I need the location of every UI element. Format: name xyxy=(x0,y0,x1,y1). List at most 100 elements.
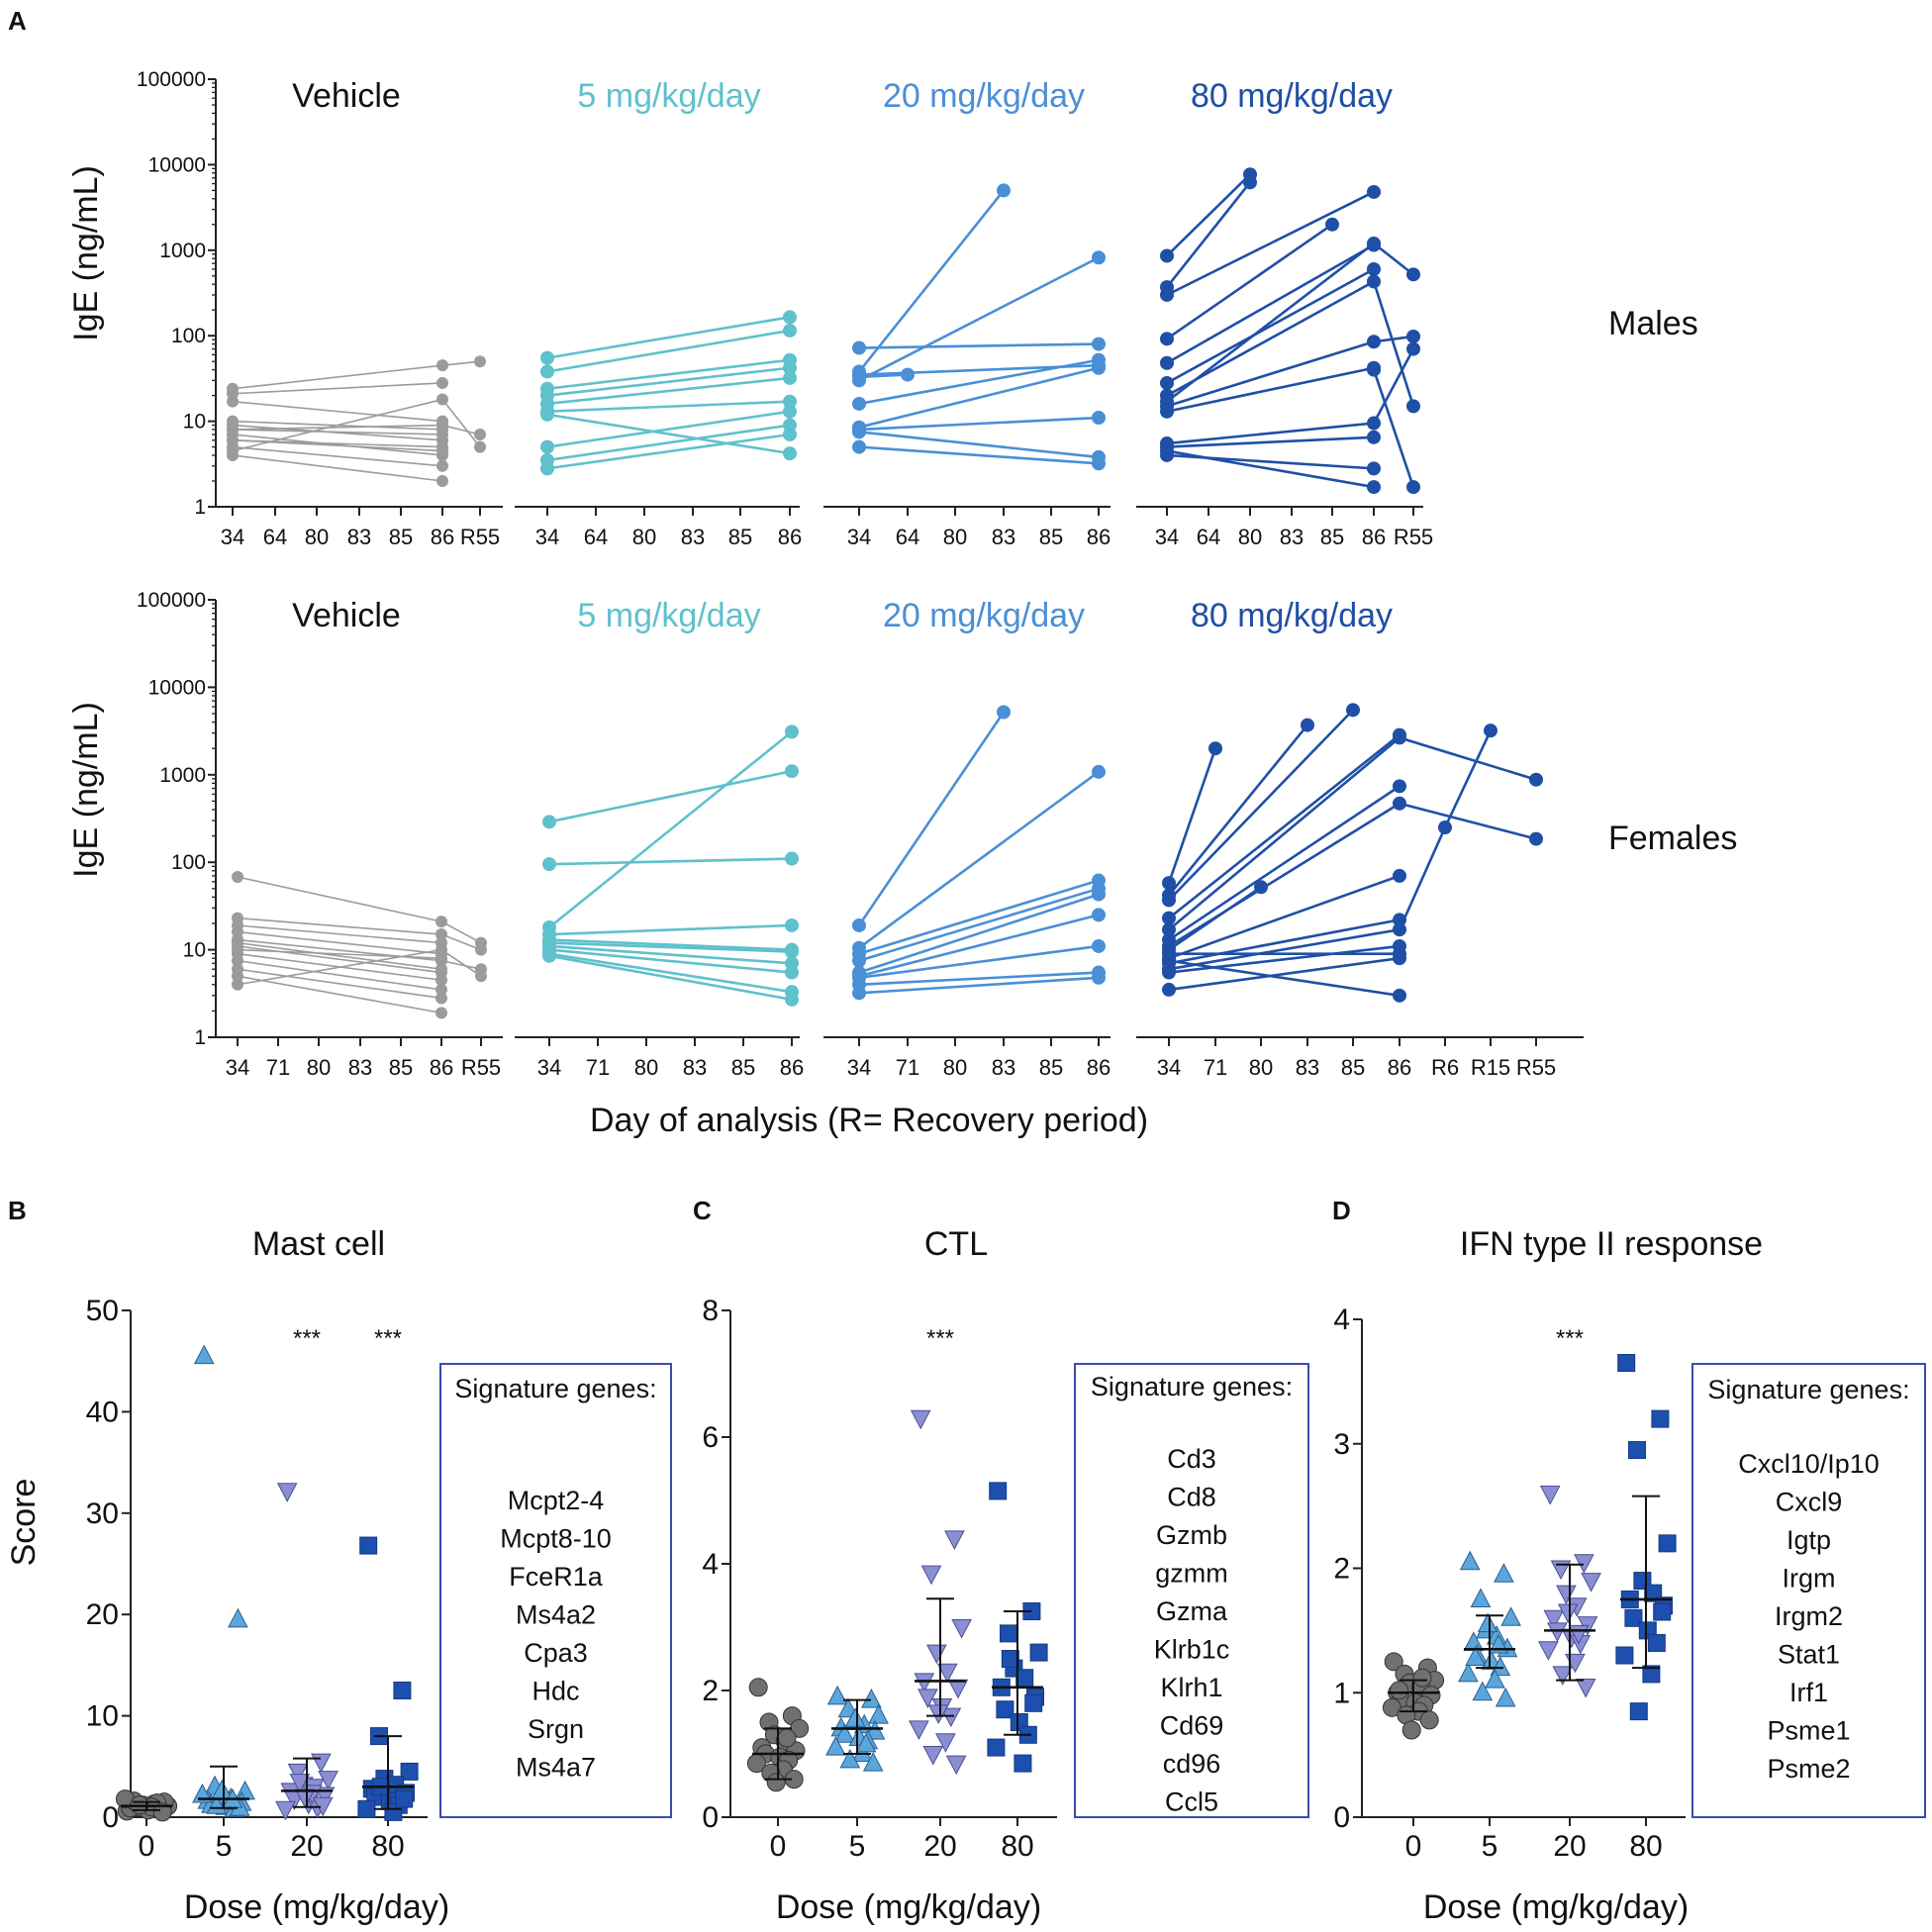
panel-title: 5 mg/kg/day xyxy=(577,597,760,634)
data-point xyxy=(852,396,866,411)
data-point xyxy=(232,954,243,967)
score-point-square xyxy=(1629,1702,1648,1721)
subject-line xyxy=(1168,944,1401,974)
panel-letter-d: D xyxy=(1332,1196,1351,1225)
y-tick-label: 20 xyxy=(86,1598,119,1631)
score-point-triangle-up xyxy=(868,1704,889,1724)
panel-letter-a: A xyxy=(8,6,27,36)
score-point-triangle-down xyxy=(1543,1609,1565,1630)
data-point xyxy=(1406,341,1420,356)
panel-letter-c: C xyxy=(693,1196,712,1225)
y-tick-label: 10 xyxy=(183,939,206,962)
y-tick-label: 10 xyxy=(86,1700,119,1733)
score-point-triangle-up xyxy=(862,1752,884,1772)
data-point xyxy=(1367,236,1381,250)
score-group-20 xyxy=(1538,1486,1601,1698)
subject-line xyxy=(548,938,793,951)
score-point-square xyxy=(1624,1608,1643,1627)
data-point xyxy=(785,724,799,739)
x-tick-label: 85 xyxy=(389,525,413,549)
data-point xyxy=(1393,922,1406,937)
signature-gene: Klrb1c xyxy=(1154,1635,1230,1665)
data-point xyxy=(783,370,797,385)
score-point-square xyxy=(996,1700,1014,1719)
x-tick-label: 83 xyxy=(1280,525,1304,549)
row-label-males: Males xyxy=(1608,305,1698,342)
signature-gene: FceR1a xyxy=(509,1562,604,1592)
data-point xyxy=(436,459,448,472)
y-tick-label: 50 xyxy=(86,1295,119,1327)
x-tick-label: 85 xyxy=(389,1055,413,1080)
subject-line xyxy=(232,438,443,452)
y-tick-label: 0 xyxy=(702,1801,719,1834)
subject-line xyxy=(858,416,1100,432)
x-tick-label: R55 xyxy=(461,1055,501,1080)
y-tick-label: 100 xyxy=(171,325,206,347)
subject-line xyxy=(1166,243,1375,364)
score-point-triangle-up xyxy=(235,1780,255,1800)
panel-title: 5 mg/kg/day xyxy=(577,77,760,115)
x-tick-label: 0 xyxy=(139,1830,155,1863)
score-point-circle xyxy=(1412,1668,1432,1688)
subject-line xyxy=(857,711,1006,926)
x-tick-label: 83 xyxy=(347,525,371,549)
data-point xyxy=(1162,953,1176,968)
igE-row-females: 1 10 100 1000 10000 100000 IgE (ng/mL) 34 71 80 83… xyxy=(67,589,1584,1080)
data-point xyxy=(1346,703,1360,718)
x-axis-label: Dose (mg/kg/day) xyxy=(1423,1888,1689,1926)
score-point-triangle-up xyxy=(228,1607,248,1628)
y-tick-label: 6 xyxy=(702,1421,719,1454)
subject-line xyxy=(858,976,1100,995)
score-point-square xyxy=(1014,1754,1032,1773)
data-point xyxy=(436,474,448,487)
score-point-triangle-up xyxy=(839,1748,861,1769)
data-point xyxy=(227,423,239,435)
data-point xyxy=(785,918,799,932)
subject-line xyxy=(232,382,443,395)
panel-title: 80 mg/kg/day xyxy=(1191,597,1393,634)
data-point xyxy=(1162,982,1176,997)
data-point xyxy=(1301,718,1314,732)
data-point xyxy=(1406,329,1420,343)
x-tick-label: 80 xyxy=(307,1055,331,1080)
score-point-triangle-up xyxy=(1465,1646,1486,1667)
data-point xyxy=(227,434,239,446)
score-point-triangle-down xyxy=(1575,1678,1596,1698)
score-point-triangle-down xyxy=(909,1720,929,1740)
signature-gene: Mcpt8-10 xyxy=(500,1524,612,1554)
data-point xyxy=(1367,362,1381,377)
x-tick-label: 83 xyxy=(683,1055,707,1080)
x-tick-label: 20 xyxy=(1553,1830,1586,1863)
score-panel-b: Mast cell 0 10 20 30 40 50 0 5 20 80 Dose (mg/kg/da… xyxy=(5,1225,672,1926)
x-tick-label: 86 xyxy=(431,525,454,549)
data-point xyxy=(1092,411,1106,426)
score-point-triangle-down xyxy=(1552,1666,1574,1686)
score-point-triangle-up xyxy=(826,1685,848,1705)
score-point-triangle-up xyxy=(825,1736,846,1756)
x-tick-label: 85 xyxy=(1341,1055,1365,1080)
subject-line xyxy=(548,948,793,974)
signature-heading: Signature genes: xyxy=(1707,1375,1909,1404)
subject-line xyxy=(858,431,1100,459)
data-point xyxy=(852,425,866,439)
score-point-triangle-up xyxy=(844,1707,866,1727)
x-tick-label: 20 xyxy=(923,1830,956,1863)
score-point-triangle-up xyxy=(1458,1662,1479,1683)
score-point-triangle-down xyxy=(276,1483,298,1502)
score-point-square xyxy=(1653,1602,1672,1621)
score-group-0 xyxy=(1382,1652,1445,1740)
score-point-circle xyxy=(1401,1720,1421,1740)
data-point xyxy=(1092,250,1106,265)
data-point xyxy=(542,815,556,829)
igE-panel-dose5: 34 64 80 83 85 86 5 mg/kg/day xyxy=(515,77,802,549)
x-tick-label: 86 xyxy=(1362,525,1386,549)
score-point-triangle-up xyxy=(834,1723,855,1743)
data-point xyxy=(1367,430,1381,444)
data-point xyxy=(475,970,487,983)
panel-title: IFN type II response xyxy=(1460,1225,1763,1263)
score-group-0 xyxy=(746,1678,810,1792)
data-point xyxy=(435,952,447,965)
score-point-square xyxy=(987,1738,1006,1757)
x-tick-label: 86 xyxy=(430,1055,453,1080)
